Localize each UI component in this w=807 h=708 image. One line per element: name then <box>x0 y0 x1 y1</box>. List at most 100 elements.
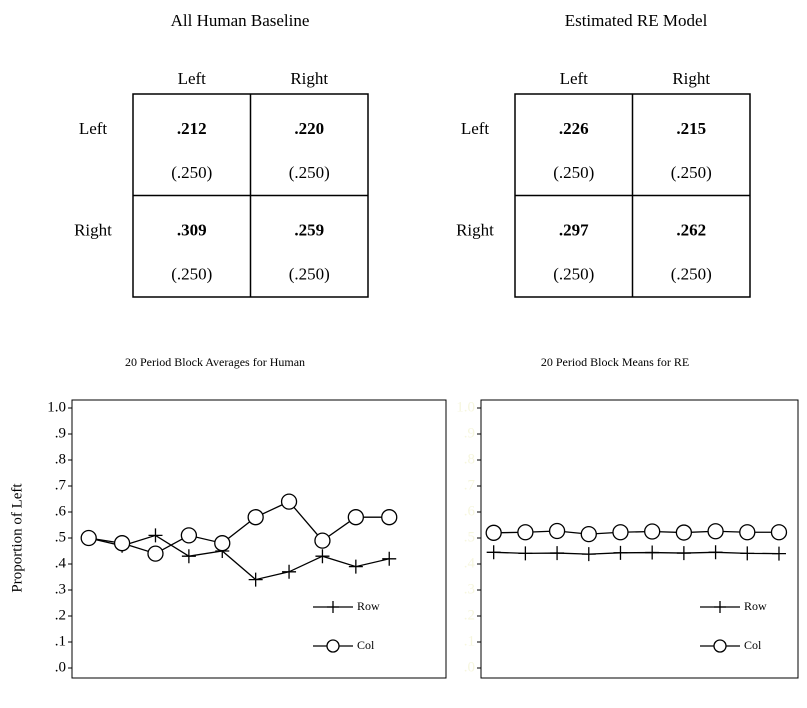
series-line <box>493 551 779 555</box>
legend-marker <box>713 639 727 653</box>
y-tick-label: .3 <box>464 581 475 597</box>
point <box>214 535 231 552</box>
point <box>147 545 164 562</box>
point <box>80 529 97 547</box>
point <box>612 524 629 541</box>
point <box>581 547 596 562</box>
series-line <box>493 530 779 535</box>
y-tick-label: .7 <box>55 477 67 493</box>
point <box>675 524 693 541</box>
legend-marker <box>327 601 339 613</box>
legend-label: Col <box>357 638 375 652</box>
legend-label: Row <box>357 599 380 613</box>
point <box>518 546 533 561</box>
point <box>676 546 691 561</box>
column-header: Right <box>672 69 710 88</box>
y-tick-label: .2 <box>464 607 475 623</box>
cell-value: .215 <box>676 119 706 138</box>
cell-sub: (.250) <box>289 163 330 182</box>
y-axis-title: Proportion of Left <box>9 483 25 593</box>
y-tick-label: .0 <box>55 659 66 675</box>
point <box>517 524 534 541</box>
point <box>148 528 163 543</box>
point <box>180 527 198 544</box>
point <box>248 572 263 587</box>
point <box>181 549 196 564</box>
point <box>645 545 660 560</box>
legend-marker <box>326 639 340 653</box>
y-tick-label: 1.0 <box>47 399 66 415</box>
point <box>113 535 131 552</box>
table-title: Estimated RE Model <box>565 11 708 30</box>
cell-value: .309 <box>177 220 207 239</box>
legend-label: Col <box>744 638 762 652</box>
point <box>485 524 502 541</box>
point <box>381 509 398 526</box>
point <box>708 545 723 560</box>
y-tick-label: .8 <box>464 451 475 467</box>
plot-frame <box>71 399 447 679</box>
cell-sub: (.250) <box>289 264 330 283</box>
cell-sub: (.250) <box>553 264 594 283</box>
point <box>771 546 786 561</box>
y-tick-label: .0 <box>464 659 475 675</box>
cell-value: .212 <box>177 119 207 138</box>
column-header: Left <box>178 69 207 88</box>
cell-sub: (.250) <box>671 264 712 283</box>
y-tick-label: .9 <box>55 425 66 441</box>
column-header: Left <box>560 69 589 88</box>
chart-title: 20 Period Block Averages for Human <box>125 355 305 369</box>
point <box>613 545 628 560</box>
legend-marker <box>714 601 726 613</box>
series-line <box>88 534 390 581</box>
y-tick-label: .6 <box>55 503 67 519</box>
y-tick-label: .5 <box>464 529 475 545</box>
point <box>580 525 597 543</box>
y-tick-label: .5 <box>55 529 66 545</box>
point <box>739 524 756 541</box>
point <box>314 532 331 549</box>
plot-frame <box>480 399 799 679</box>
y-tick-label: .3 <box>55 581 66 597</box>
point <box>550 546 565 561</box>
point <box>740 546 755 561</box>
row-header: Right <box>74 220 112 239</box>
point <box>382 551 397 566</box>
y-tick-label: .9 <box>464 425 475 441</box>
point <box>347 509 364 526</box>
point <box>247 509 264 526</box>
y-tick-label: .4 <box>55 555 67 571</box>
y-tick-label: .7 <box>464 477 476 493</box>
point <box>770 524 788 541</box>
table-title: All Human Baseline <box>171 11 310 30</box>
cell-value: .259 <box>294 220 324 239</box>
cell-value: .297 <box>559 220 589 239</box>
point <box>280 493 298 510</box>
point <box>707 523 724 540</box>
point <box>548 522 566 540</box>
y-tick-label: .1 <box>464 633 475 649</box>
legend-label: Row <box>744 599 767 613</box>
y-tick-label: 1.0 <box>456 399 475 415</box>
point <box>282 564 297 579</box>
point <box>348 559 363 574</box>
cell-value: .262 <box>676 220 706 239</box>
point <box>486 545 501 560</box>
row-header: Left <box>461 119 490 138</box>
row-header: Left <box>79 119 108 138</box>
column-header: Right <box>290 69 328 88</box>
point <box>644 523 661 540</box>
y-tick-label: .2 <box>55 607 66 623</box>
cell-sub: (.250) <box>671 163 712 182</box>
cell-sub: (.250) <box>553 163 594 182</box>
point <box>315 549 330 564</box>
cell-value: .226 <box>559 119 589 138</box>
y-tick-label: .6 <box>464 503 476 519</box>
cell-value: .220 <box>294 119 324 138</box>
y-tick-label: .8 <box>55 451 66 467</box>
row-header: Right <box>456 220 494 239</box>
chart-title: 20 Period Block Means for RE <box>541 355 689 369</box>
series-line <box>88 500 390 555</box>
